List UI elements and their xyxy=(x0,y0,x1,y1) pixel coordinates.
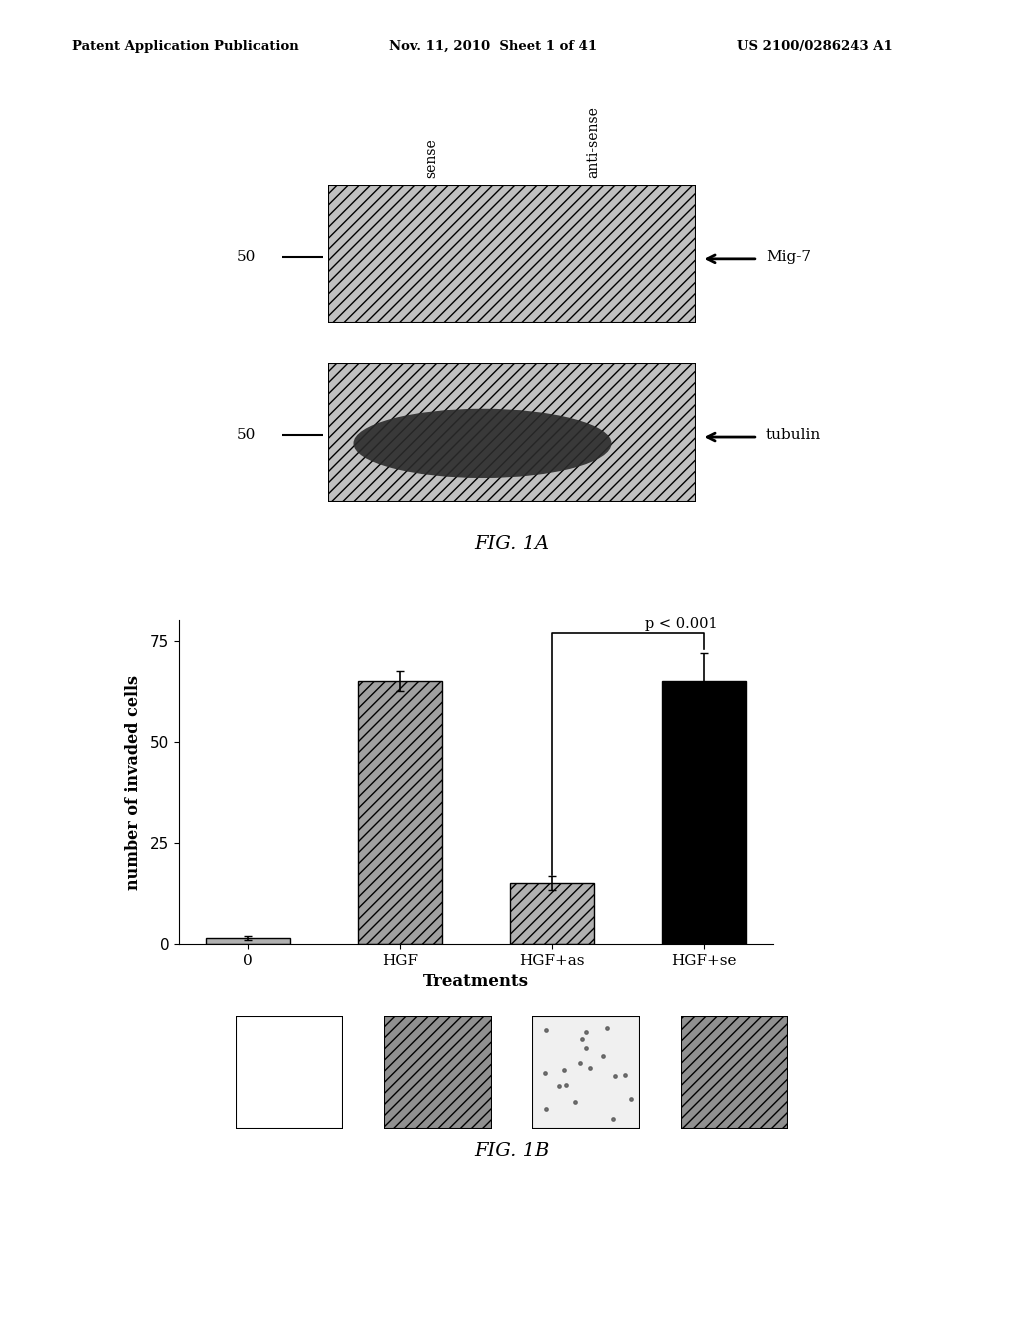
Point xyxy=(556,1060,572,1081)
Y-axis label: number of invaded cells: number of invaded cells xyxy=(125,675,142,890)
Point xyxy=(537,1063,553,1084)
Point xyxy=(604,1109,621,1130)
Text: p < 0.001: p < 0.001 xyxy=(645,616,718,631)
Bar xyxy=(510,883,594,944)
Point xyxy=(578,1038,594,1059)
Point xyxy=(595,1045,611,1067)
X-axis label: Treatments: Treatments xyxy=(423,973,529,990)
Point xyxy=(607,1065,624,1086)
Bar xyxy=(206,937,290,944)
Point xyxy=(579,1022,595,1043)
Point xyxy=(551,1076,567,1097)
Point xyxy=(624,1089,640,1110)
Text: FIG. 1A: FIG. 1A xyxy=(474,535,550,553)
Text: FIG. 1B: FIG. 1B xyxy=(474,1142,550,1160)
Point xyxy=(572,1052,589,1073)
Text: Mig-7: Mig-7 xyxy=(766,249,811,264)
Text: Patent Application Publication: Patent Application Publication xyxy=(72,40,298,53)
Bar xyxy=(358,681,442,944)
Bar xyxy=(663,681,746,944)
Point xyxy=(538,1019,554,1040)
Point xyxy=(582,1057,598,1078)
Point xyxy=(616,1064,633,1085)
Text: 50: 50 xyxy=(237,249,256,264)
Text: tubulin: tubulin xyxy=(766,428,821,442)
Ellipse shape xyxy=(353,409,611,478)
Point xyxy=(538,1098,554,1119)
Point xyxy=(599,1018,615,1039)
Text: sense: sense xyxy=(424,139,438,178)
Text: 50: 50 xyxy=(237,428,256,442)
Text: US 2100/0286243 A1: US 2100/0286243 A1 xyxy=(737,40,893,53)
Text: anti-sense: anti-sense xyxy=(586,107,600,178)
Point xyxy=(558,1074,574,1096)
Point xyxy=(573,1028,590,1049)
Point xyxy=(566,1092,583,1113)
Text: Nov. 11, 2010  Sheet 1 of 41: Nov. 11, 2010 Sheet 1 of 41 xyxy=(389,40,597,53)
